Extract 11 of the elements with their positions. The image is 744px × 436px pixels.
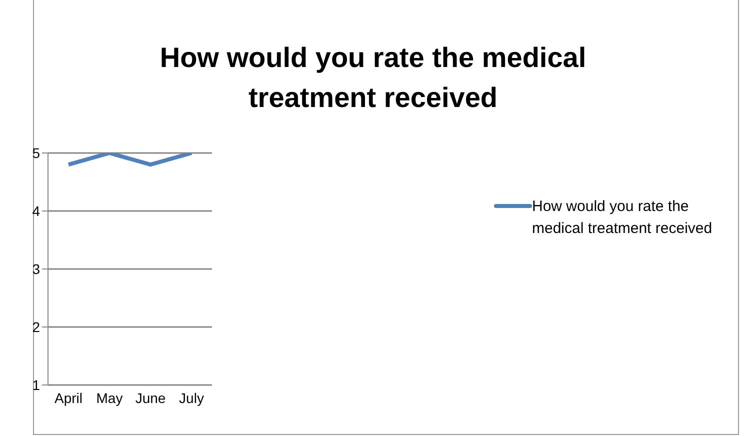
legend-label: How would you rate the medical treatment received <box>532 197 714 239</box>
y-tick-label: 2 <box>32 318 40 335</box>
x-tick-label: April <box>54 390 83 406</box>
y-tick-label: 3 <box>32 260 40 277</box>
text: How would you rate the medical treatment received <box>158 41 588 115</box>
x-tick-label: June <box>135 390 166 406</box>
y-tick-label: 4 <box>32 202 40 219</box>
y-tick-label: 5 <box>32 144 40 161</box>
x-tick-label: May <box>96 390 123 406</box>
y-tick-label: 1 <box>32 376 40 393</box>
x-tick-label: July <box>179 390 204 406</box>
